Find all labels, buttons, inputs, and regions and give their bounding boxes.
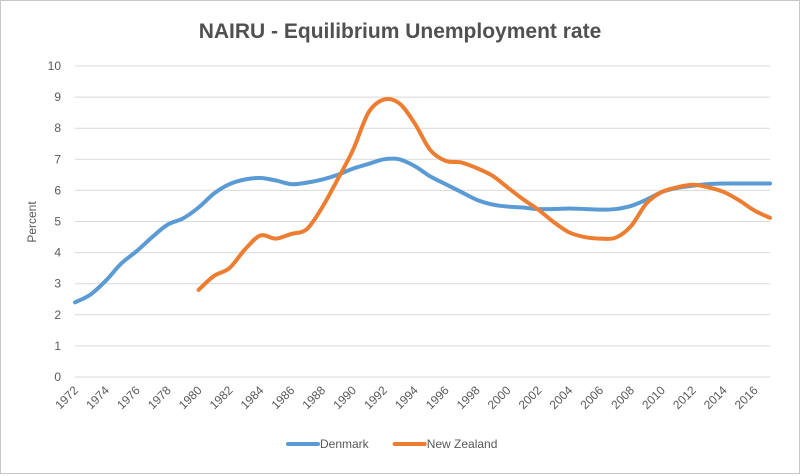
x-tick-label: 2012 bbox=[670, 383, 699, 412]
x-tick-label: 1988 bbox=[299, 383, 328, 412]
x-tick-label: 1984 bbox=[238, 383, 267, 412]
y-tick-label: 6 bbox=[54, 183, 61, 197]
series-line-denmark bbox=[73, 156, 772, 305]
y-tick-label: 7 bbox=[54, 152, 61, 166]
y-tick-label: 5 bbox=[54, 215, 61, 229]
x-tick-label: 1986 bbox=[269, 383, 298, 412]
x-tick-label: 2000 bbox=[485, 383, 514, 412]
x-tick-label: 2008 bbox=[608, 383, 637, 412]
legend-label-new-zealand: New Zealand bbox=[427, 437, 498, 451]
x-tick-label: 1976 bbox=[114, 383, 143, 412]
series-lines bbox=[73, 96, 772, 305]
x-tick-label: 1994 bbox=[392, 383, 421, 412]
x-tick-label: 2014 bbox=[701, 383, 730, 412]
y-tick-label: 10 bbox=[48, 59, 62, 73]
x-tick-label: 2010 bbox=[639, 383, 668, 412]
x-tick-label: 2002 bbox=[516, 383, 545, 412]
x-axis-ticks: 1972 1974 1976 1978 1980 1982 1984 1986 1988 1990… bbox=[52, 383, 761, 412]
x-tick-label: 1980 bbox=[176, 383, 205, 412]
x-tick-label: 1982 bbox=[207, 383, 236, 412]
y-axis-ticks: 0 1 2 3 4 5 6 7 8 9 10 bbox=[48, 59, 62, 384]
x-tick-label: 1972 bbox=[52, 383, 81, 412]
y-axis-label: Percent bbox=[25, 201, 39, 243]
y-tick-label: 4 bbox=[54, 246, 61, 260]
chart-title: NAIRU - Equilibrium Unemployment rate bbox=[199, 20, 602, 43]
y-tick-label: 3 bbox=[54, 277, 61, 291]
gridlines bbox=[75, 65, 770, 378]
x-tick-label: 1974 bbox=[83, 383, 112, 412]
x-tick-label: 2016 bbox=[732, 383, 761, 412]
legend-label-denmark: Denmark bbox=[320, 437, 370, 451]
x-tick-label: 2004 bbox=[547, 383, 576, 412]
y-tick-label: 9 bbox=[54, 90, 61, 104]
x-tick-label: 1978 bbox=[145, 383, 174, 412]
series-line-new-zealand bbox=[196, 96, 772, 292]
x-tick-label: 1992 bbox=[361, 383, 390, 412]
x-tick-label: 1996 bbox=[423, 383, 452, 412]
x-tick-label: 2006 bbox=[577, 383, 606, 412]
y-tick-label: 8 bbox=[54, 121, 61, 135]
y-tick-label: 0 bbox=[54, 370, 61, 384]
x-tick-label: 1990 bbox=[330, 383, 359, 412]
x-tick-label: 1998 bbox=[454, 383, 483, 412]
y-tick-label: 2 bbox=[54, 308, 61, 322]
legend: Denmark New Zealand bbox=[286, 437, 498, 451]
y-tick-label: 1 bbox=[54, 339, 61, 353]
